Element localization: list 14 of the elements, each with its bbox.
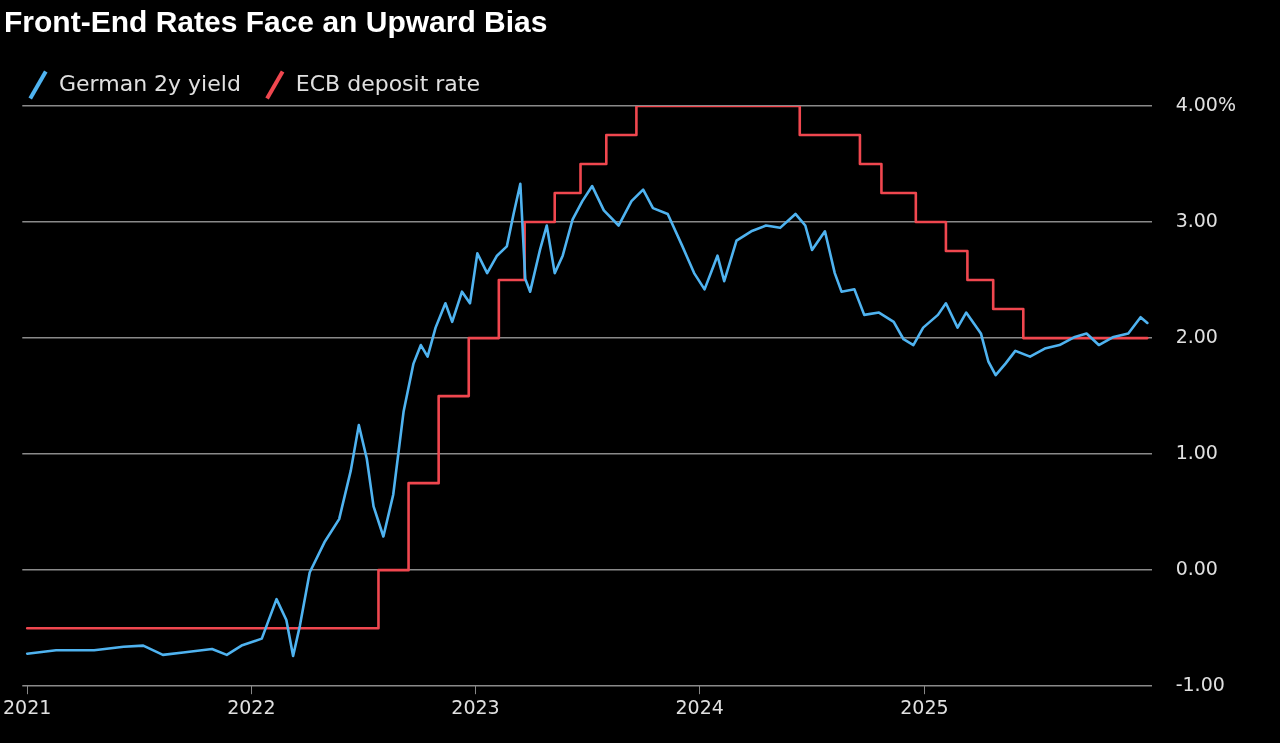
y-tick-label: 4.00% xyxy=(1175,92,1236,115)
x-tick-label: 2024 xyxy=(675,695,724,718)
y-tick-label: -1.00 xyxy=(1175,673,1225,696)
y-tick-label: 3.00 xyxy=(1175,208,1218,231)
legend-label: German 2y yield xyxy=(59,70,241,96)
x-tick-label: 2021 xyxy=(3,695,52,718)
x-tick-label: 2023 xyxy=(451,695,500,718)
y-tick-label: 0.00 xyxy=(1175,557,1218,580)
legend-label: ECB deposit rate xyxy=(295,70,480,96)
chart-title: Front-End Rates Face an Upward Bias xyxy=(4,5,548,39)
y-tick-label: 1.00 xyxy=(1175,441,1218,464)
x-tick-label: 2022 xyxy=(227,695,276,718)
x-tick-label: 2025 xyxy=(900,695,949,718)
y-tick-label: 2.00 xyxy=(1175,325,1218,348)
